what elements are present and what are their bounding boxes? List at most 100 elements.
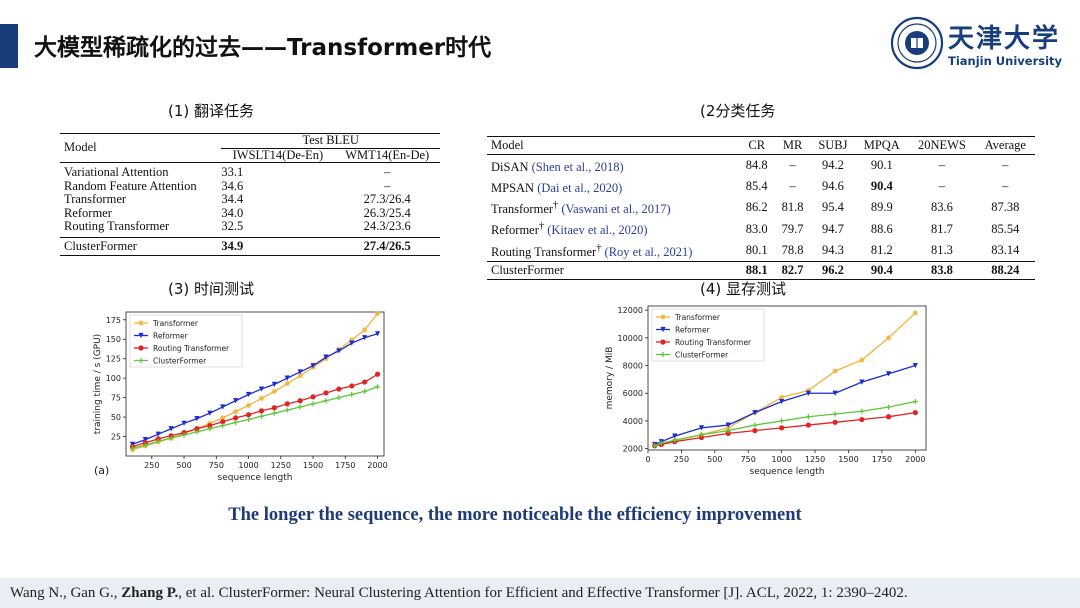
data-point (779, 425, 785, 431)
x-tick-label: 1250 (805, 455, 825, 464)
data-point (859, 357, 865, 363)
table2-final-row: ClusterFormer 88.1 82.7 96.2 90.4 83.8 88.24 (487, 260, 1035, 280)
legend-marker (660, 314, 666, 320)
table2-header-cell: 20NEWS (908, 136, 976, 155)
table2-cell-value: 94.7 (821, 221, 844, 236)
x-tick-label: 250 (674, 455, 689, 464)
data-point (142, 437, 148, 443)
table2-cell-value: – (789, 179, 796, 194)
data-point (233, 419, 239, 426)
reference-authors-pre: Wang N., Gan G., (10, 585, 122, 601)
table2-cell-value: 79.7 (781, 221, 804, 236)
data-point (310, 394, 316, 400)
table2-cell-value: 78.8 (781, 242, 804, 257)
table2-model-citation: (Kitaev et al., 2020) (547, 223, 648, 238)
data-point (245, 391, 252, 398)
table1-final-wmt: 27.4/26.5 (334, 236, 440, 256)
chart-legend: Transformer Reformer Routing Transformer Cl… (651, 308, 765, 362)
legend-label: Reformer (675, 326, 711, 335)
table2-cell-value: 83.0 (745, 221, 768, 236)
y-tick-label: 2000 (623, 445, 643, 454)
legend-box (129, 314, 243, 368)
table2-cell-value: 94.6 (821, 179, 844, 194)
data-point (349, 383, 355, 389)
table2-final-model: ClusterFormer (487, 260, 739, 280)
table1-final-iwslt: 34.9 (221, 236, 335, 256)
table2-cell-value: – (1002, 158, 1009, 173)
data-point (832, 419, 838, 425)
table2-model-citation: (Vaswani et al., 2017) (561, 202, 671, 217)
data-point (284, 381, 290, 387)
legend-marker (660, 326, 666, 333)
legend-label: Routing Transformer (675, 338, 752, 347)
table2-cell-value: 81.7 (930, 221, 953, 236)
x-tick-label: 500 (707, 455, 722, 464)
data-point (885, 404, 892, 410)
data-point (779, 398, 785, 405)
table1-final-row: ClusterFormer 34.9 27.4/26.5 (60, 236, 440, 256)
table2-final-value: 96.2 (810, 260, 856, 280)
x-tick-label: 750 (209, 461, 224, 470)
table2-cell-value: – (938, 158, 946, 173)
translation-results-table: Model Test BLEU IWSLT14(De-En) WMT14(En-… (60, 133, 440, 256)
series-line (132, 333, 378, 445)
data-point (805, 390, 811, 396)
x-tick-label: 1750 (872, 455, 892, 464)
table2-header-cell: Average (975, 136, 1035, 155)
data-point (297, 404, 303, 410)
reference-author-bold: Zhang P. (121, 585, 179, 601)
x-tick-label: 1250 (271, 461, 291, 470)
y-tick-label: 100 (106, 374, 121, 383)
data-point (207, 426, 213, 432)
data-point (323, 390, 329, 396)
data-point (362, 335, 368, 341)
table2-header-cell: SUBJ (810, 136, 856, 155)
table2-row: DiSAN (Shen et al., 2018) 84.8 – 94.2 90.1 – – (487, 155, 1035, 177)
table2-model-dagger: † (596, 242, 602, 254)
table2-cell-value: 94.2 (821, 158, 844, 173)
data-point (374, 371, 381, 377)
data-point (310, 401, 316, 407)
y-tick-label: 50 (111, 413, 121, 422)
data-point (912, 398, 918, 405)
y-tick-label: 12000 (618, 306, 643, 315)
logo-chinese-name: 天津大学 (948, 24, 1061, 54)
x-axis-label: sequence length (218, 473, 293, 483)
data-point (336, 348, 342, 354)
data-point (258, 395, 265, 401)
data-point (181, 420, 187, 426)
table2-cell-value: 83.14 (991, 242, 1020, 257)
table1-cell-iwslt: 32.5 (221, 219, 244, 233)
series-routing-transformer (129, 371, 381, 450)
data-point (859, 416, 865, 423)
data-point (258, 413, 265, 419)
table1-cell-wmt: – (384, 178, 391, 193)
y-tick-label: 75 (111, 394, 121, 403)
table2-final-value: 90.4 (855, 260, 909, 280)
table2-final-value: 88.1 (738, 260, 775, 280)
university-seal-icon (890, 16, 944, 70)
data-point (885, 371, 892, 377)
y-tick-label: 175 (106, 316, 121, 325)
data-point (349, 391, 355, 398)
data-point (805, 414, 811, 420)
data-point (284, 401, 290, 407)
data-point (336, 386, 342, 392)
data-point (832, 390, 838, 396)
data-point (725, 425, 731, 431)
data-point (752, 428, 758, 434)
data-point (752, 422, 758, 428)
legend-marker (138, 332, 144, 339)
data-point (245, 416, 252, 423)
data-point (168, 435, 174, 441)
legend-marker (660, 351, 666, 358)
table2-header-cell: MPQA (855, 136, 909, 155)
data-point (698, 432, 705, 438)
table1-cell-model: Reformer (64, 205, 112, 220)
section-translation-heading: (1) 翻译任务 (168, 102, 255, 120)
panel-label: (a) (94, 464, 109, 477)
table2-cell-model: DiSAN (Shen et al., 2018) (487, 155, 739, 177)
slide-title: 大模型稀疏化的过去——Transformer时代 (34, 35, 492, 61)
table1-cell-model: Transformer (64, 192, 127, 206)
conclusion-text: The longer the sequence, the more notice… (228, 505, 802, 525)
